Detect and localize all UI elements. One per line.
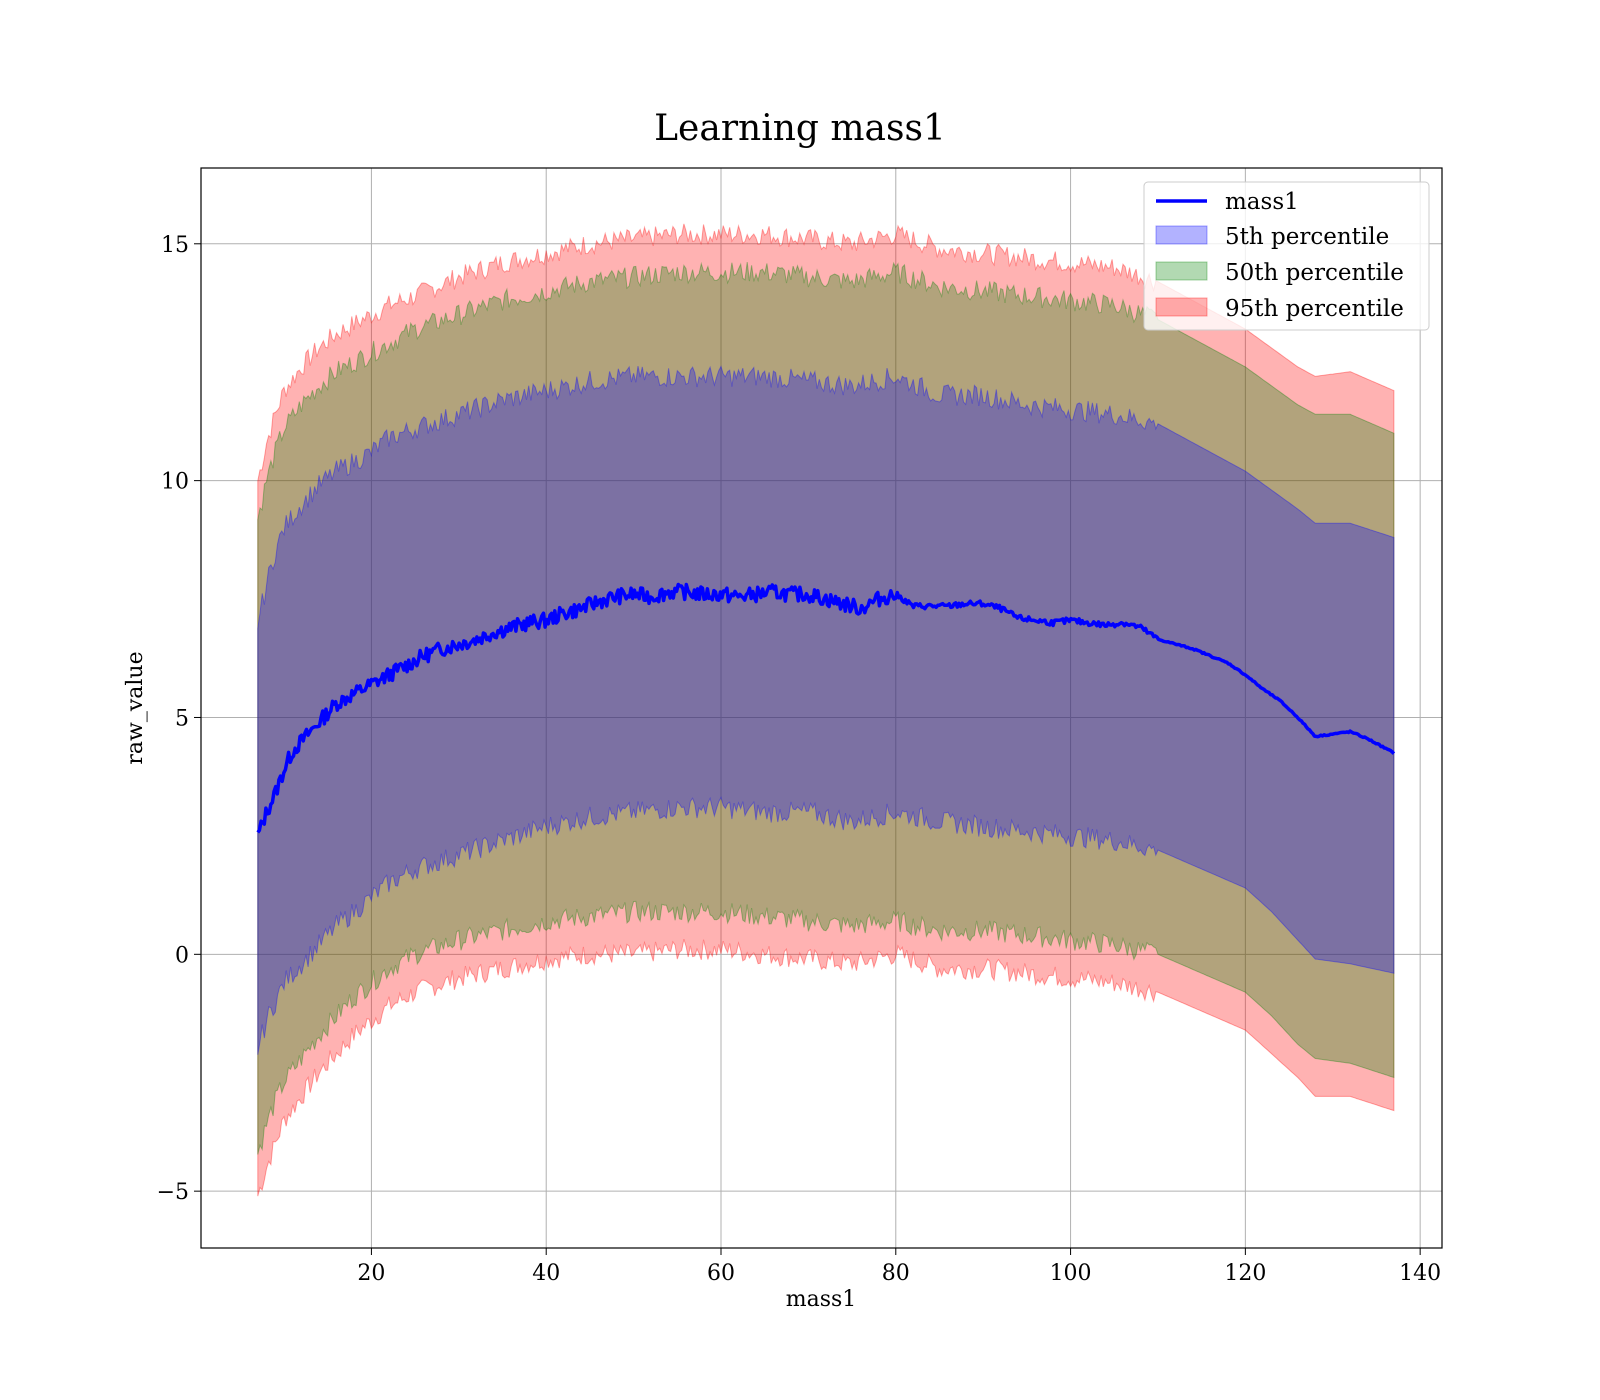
- legend: mass1 5th percentile 50th percentile 95t…: [1143, 181, 1430, 331]
- series-line-mass1: [256, 582, 1396, 834]
- legend-swatch-50th-percentile: [1155, 261, 1208, 281]
- legend-label-5th-percentile: 5th percentile: [1225, 224, 1389, 250]
- legend-label-mass1: mass1: [1225, 189, 1299, 215]
- legend-label-50th-percentile: 50th percentile: [1225, 260, 1404, 286]
- x-axis-label: mass1: [786, 1287, 857, 1312]
- x-axis-ticks: 20 40 60 80 100 120 140: [357, 1248, 1441, 1286]
- band-50th-percentile: [257, 261, 1395, 1155]
- x-tick-label: 100: [1050, 1261, 1092, 1286]
- line-layer: [256, 582, 1396, 834]
- legend-swatch-95th-percentile: [1155, 297, 1208, 317]
- y-tick-label: 0: [175, 943, 189, 968]
- y-tick-label: 10: [161, 470, 189, 495]
- legend-label-95th-percentile: 95th percentile: [1225, 296, 1404, 322]
- x-tick-label: 60: [707, 1261, 735, 1286]
- legend-swatch-5th-percentile: [1155, 225, 1208, 245]
- x-tick-label: 140: [1399, 1261, 1441, 1286]
- x-tick-label: 120: [1224, 1261, 1266, 1286]
- x-tick-label: 40: [532, 1261, 560, 1286]
- legend-frame: [1143, 181, 1430, 331]
- x-tick-label: 20: [357, 1261, 385, 1286]
- band-95th-percentile: [257, 223, 1395, 1197]
- plot-frame: [200, 167, 1443, 1249]
- y-tick-label: 15: [161, 233, 189, 258]
- x-tick-label: 80: [882, 1261, 910, 1286]
- chart-title: Learning mass1: [654, 108, 946, 149]
- y-axis-ticks: −5 0 5 10 15: [157, 233, 201, 1205]
- grid-layer: [201, 168, 1442, 1248]
- band-5th-percentile: [257, 365, 1395, 1055]
- y-tick-label: 5: [175, 706, 189, 731]
- y-axis-label: raw_value: [123, 651, 148, 764]
- y-tick-label: −5: [157, 1180, 189, 1205]
- bands-layer: [257, 223, 1395, 1197]
